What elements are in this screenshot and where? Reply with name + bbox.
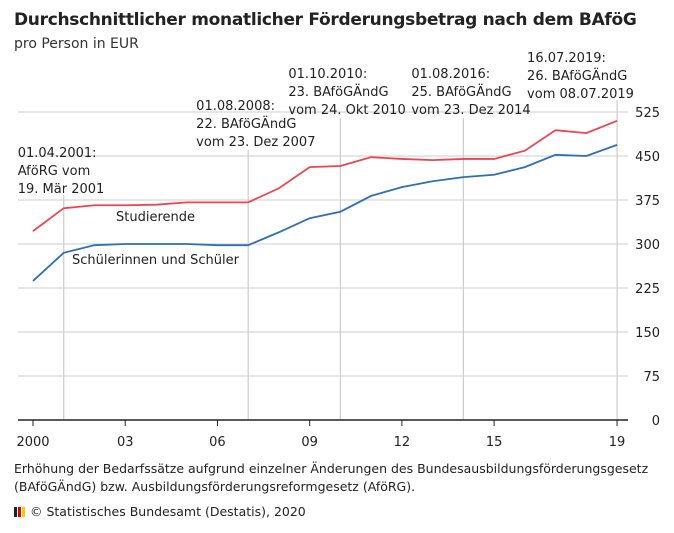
annotation-text: 01.04.2001: xyxy=(18,146,97,161)
annotation-text: 26. BAföGÄndG xyxy=(527,68,627,84)
y-tick-label: 525 xyxy=(635,106,660,121)
y-tick-label: 450 xyxy=(635,150,660,165)
series-line-schueler xyxy=(32,144,618,282)
x-tick-label: 06 xyxy=(209,435,226,450)
annotation-text: 01.10.2010: xyxy=(288,67,367,82)
x-tick-label: 2000 xyxy=(16,435,49,450)
annotation-text: vom 23. Dez 2014 xyxy=(411,103,530,118)
chart-title: Durchschnittlicher monatlicher Förderung… xyxy=(14,10,637,30)
annotation-text: vom 23. Dez 2007 xyxy=(196,135,315,150)
x-tick-label: 12 xyxy=(394,435,411,450)
y-tick-label: 0 xyxy=(652,414,660,429)
x-tick-label: 19 xyxy=(609,435,626,450)
y-tick-label: 225 xyxy=(635,282,660,297)
y-tick-label: 300 xyxy=(635,238,660,253)
annotation-text: vom 24. Okt 2010 xyxy=(288,103,405,118)
annotation-text: 16.07.2019: xyxy=(527,51,606,66)
annotation-text: 23. BAföGÄndG xyxy=(288,84,388,100)
annotation-text: 22. BAföGÄndG xyxy=(196,116,296,132)
y-tick-label: 375 xyxy=(635,194,660,209)
x-tick-label: 09 xyxy=(301,435,318,450)
x-tick-label: 15 xyxy=(486,435,503,450)
footnote: Erhöhung der Bedarfssätze aufgrund einze… xyxy=(14,461,649,494)
series-line-studierende xyxy=(32,119,618,232)
annotation-text: 01.08.2008: xyxy=(196,99,275,114)
annotation-text: AföRG vom xyxy=(18,164,91,179)
annotation-text: vom 08.07.2019 xyxy=(527,87,634,102)
y-tick-label: 75 xyxy=(643,370,660,385)
annotation-text: 01.08.2016: xyxy=(411,67,490,82)
destatis-logo-icon xyxy=(14,504,26,519)
annotation-text: 19. Mär 2001 xyxy=(18,182,105,197)
x-tick-label: 03 xyxy=(117,435,134,450)
annotation-text: 25. BAföGÄndG xyxy=(411,84,511,100)
series-label-studierende: Studierende xyxy=(116,210,195,225)
chart-subtitle: pro Person in EUR xyxy=(14,36,139,52)
series-label-schueler: Schülerinnen und Schüler xyxy=(72,253,240,268)
source: © Statistisches Bundesamt (Destatis), 20… xyxy=(14,504,306,519)
y-tick-label: 150 xyxy=(635,326,660,341)
source-text: © Statistisches Bundesamt (Destatis), 20… xyxy=(29,504,306,519)
